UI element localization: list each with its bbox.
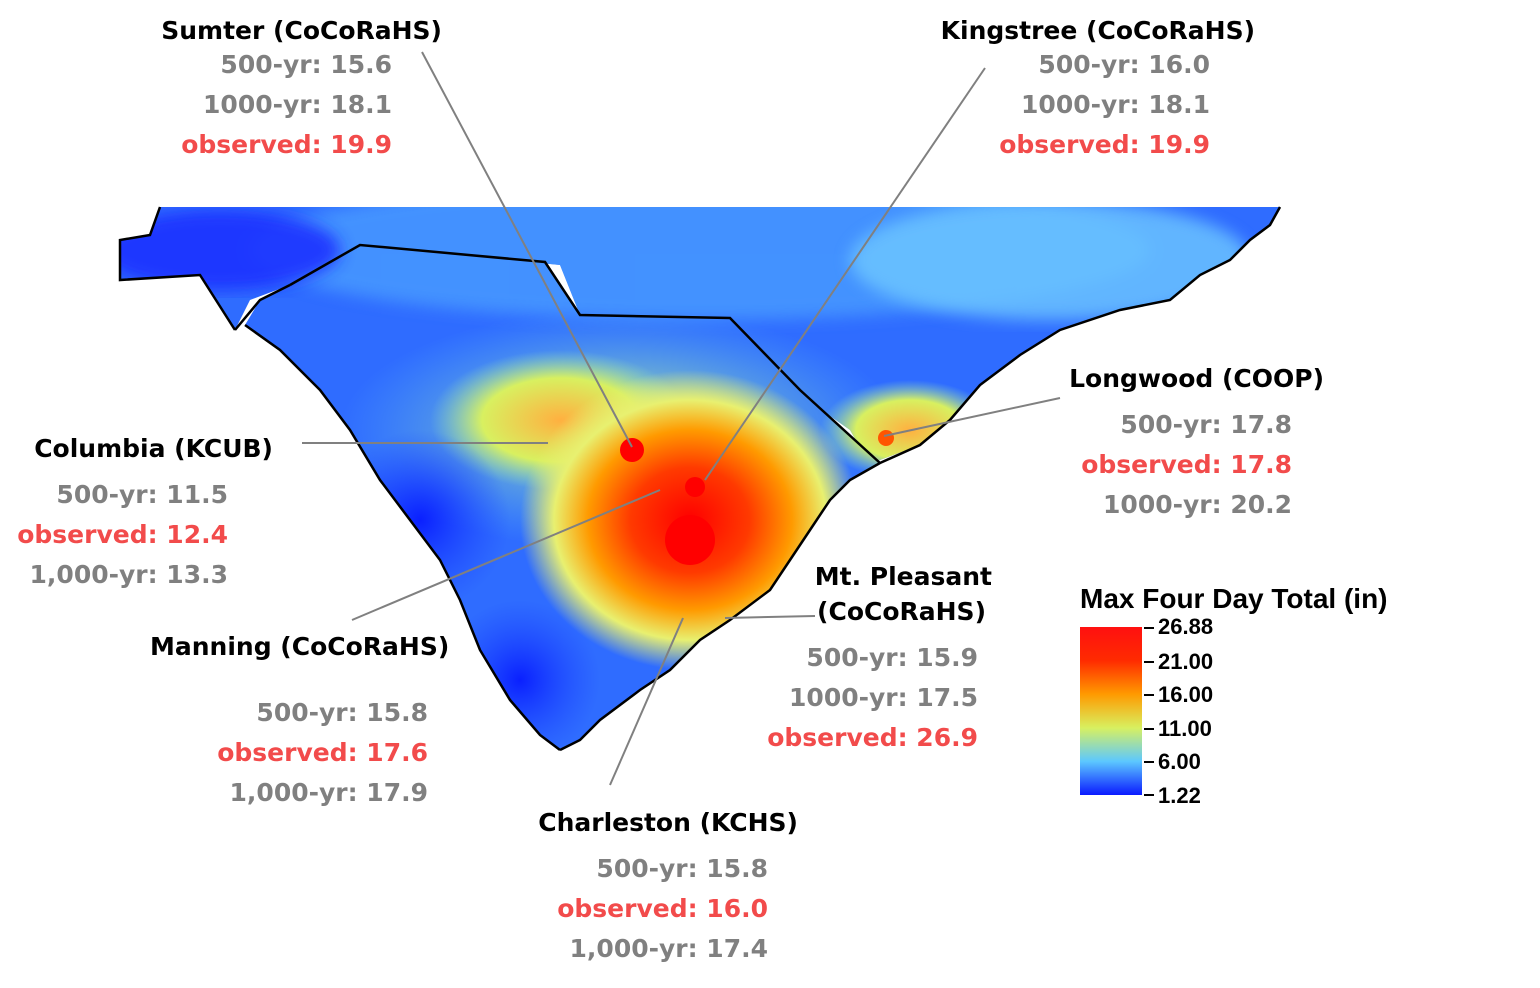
legend-tick: [1144, 694, 1154, 696]
station-longwood: Longwood (COOP) 500-yr: 17.8 observed: 1…: [1060, 364, 1324, 525]
leader-line-longwood: [883, 397, 1061, 437]
legend-tick-label: 21.00: [1158, 649, 1214, 674]
legend-tick: [1144, 661, 1154, 663]
observed-value: observed: 16.0: [557, 894, 768, 923]
observed-value: observed: 17.8: [1081, 450, 1292, 479]
precip-field: [120, 207, 1280, 750]
return-1000: 1,000-yr: 17.4: [569, 934, 768, 963]
return-500: 500-yr: 15.8: [596, 854, 768, 883]
station-columbia: Columbia (KCUB) 500-yr: 11.5 observed: 1…: [10, 434, 273, 595]
return-1000: 1000-yr: 18.1: [1021, 90, 1210, 119]
station-manning: Manning (CoCoRaHS) 500-yr: 15.8 observed…: [150, 632, 449, 813]
station-name: Longwood (COOP): [1069, 364, 1324, 393]
observed-value: observed: 19.9: [181, 130, 392, 159]
leader-line-manning: [351, 489, 661, 621]
return-1000: 1000-yr: 17.5: [789, 683, 978, 712]
observed-value: observed: 19.9: [999, 130, 1210, 159]
state-borders: [118, 206, 1282, 752]
station-name: Sumter (CoCoRaHS): [161, 16, 442, 45]
leader-line-charleston: [609, 617, 684, 786]
station-mtpleasant: Mt. Pleasant (CoCoRaHS) 500-yr: 15.9 100…: [740, 562, 992, 758]
station-name: Columbia (KCUB): [34, 434, 273, 463]
return-500: 500-yr: 15.8: [256, 698, 428, 727]
leader-line-mtpleasant: [724, 615, 816, 619]
station-name: Charleston (KCHS): [538, 808, 798, 837]
station-name-line2: (CoCoRaHS): [817, 597, 986, 626]
legend-tick-label: 1.22: [1158, 783, 1201, 808]
return-1000: 1000-yr: 20.2: [1103, 490, 1292, 519]
legend-tick-label: 26.88: [1158, 614, 1214, 639]
legend-tick: [1144, 627, 1154, 629]
return-1000: 1,000-yr: 13.3: [29, 560, 228, 589]
return-500: 500-yr: 11.5: [56, 480, 228, 509]
leader-lines: [302, 51, 1061, 786]
legend-tick: [1144, 728, 1154, 730]
station-name-line1: Mt. Pleasant: [814, 562, 992, 591]
legend-tick-label: 6.00: [1158, 749, 1201, 774]
return-500: 500-yr: 16.0: [1038, 50, 1210, 79]
observed-value: observed: 17.6: [217, 738, 428, 767]
legend-tick-label: 16.00: [1158, 682, 1214, 707]
legend-title: Max Four Day Total (in): [1080, 583, 1388, 614]
return-500: 500-yr: 15.9: [806, 643, 978, 672]
observed-value: observed: 12.4: [17, 520, 228, 549]
leader-line-kingstree: [704, 67, 986, 481]
legend-tick-label: 11.00: [1158, 716, 1212, 741]
return-1000: 1000-yr: 18.1: [203, 90, 392, 119]
return-500: 500-yr: 17.8: [1120, 410, 1292, 439]
station-name: Kingstree (CoCoRaHS): [940, 16, 1255, 45]
legend-tick: [1144, 761, 1154, 763]
station-name: Manning (CoCoRaHS): [150, 632, 450, 661]
observed-value: observed: 26.9: [767, 723, 978, 752]
leader-line-sumter: [421, 51, 633, 448]
station-charleston: Charleston (KCHS) 500-yr: 15.8 observed:…: [530, 808, 798, 969]
legend-tick: [1144, 794, 1154, 796]
station-kingstree: Kingstree (CoCoRaHS) 500-yr: 16.0 1000-y…: [940, 16, 1255, 165]
return-500: 500-yr: 15.6: [220, 50, 392, 79]
station-sumter: Sumter (CoCoRaHS) 500-yr: 15.6 1000-yr: …: [160, 16, 442, 165]
return-1000: 1,000-yr: 17.9: [229, 778, 428, 807]
legend-colorbar: [1080, 627, 1142, 795]
